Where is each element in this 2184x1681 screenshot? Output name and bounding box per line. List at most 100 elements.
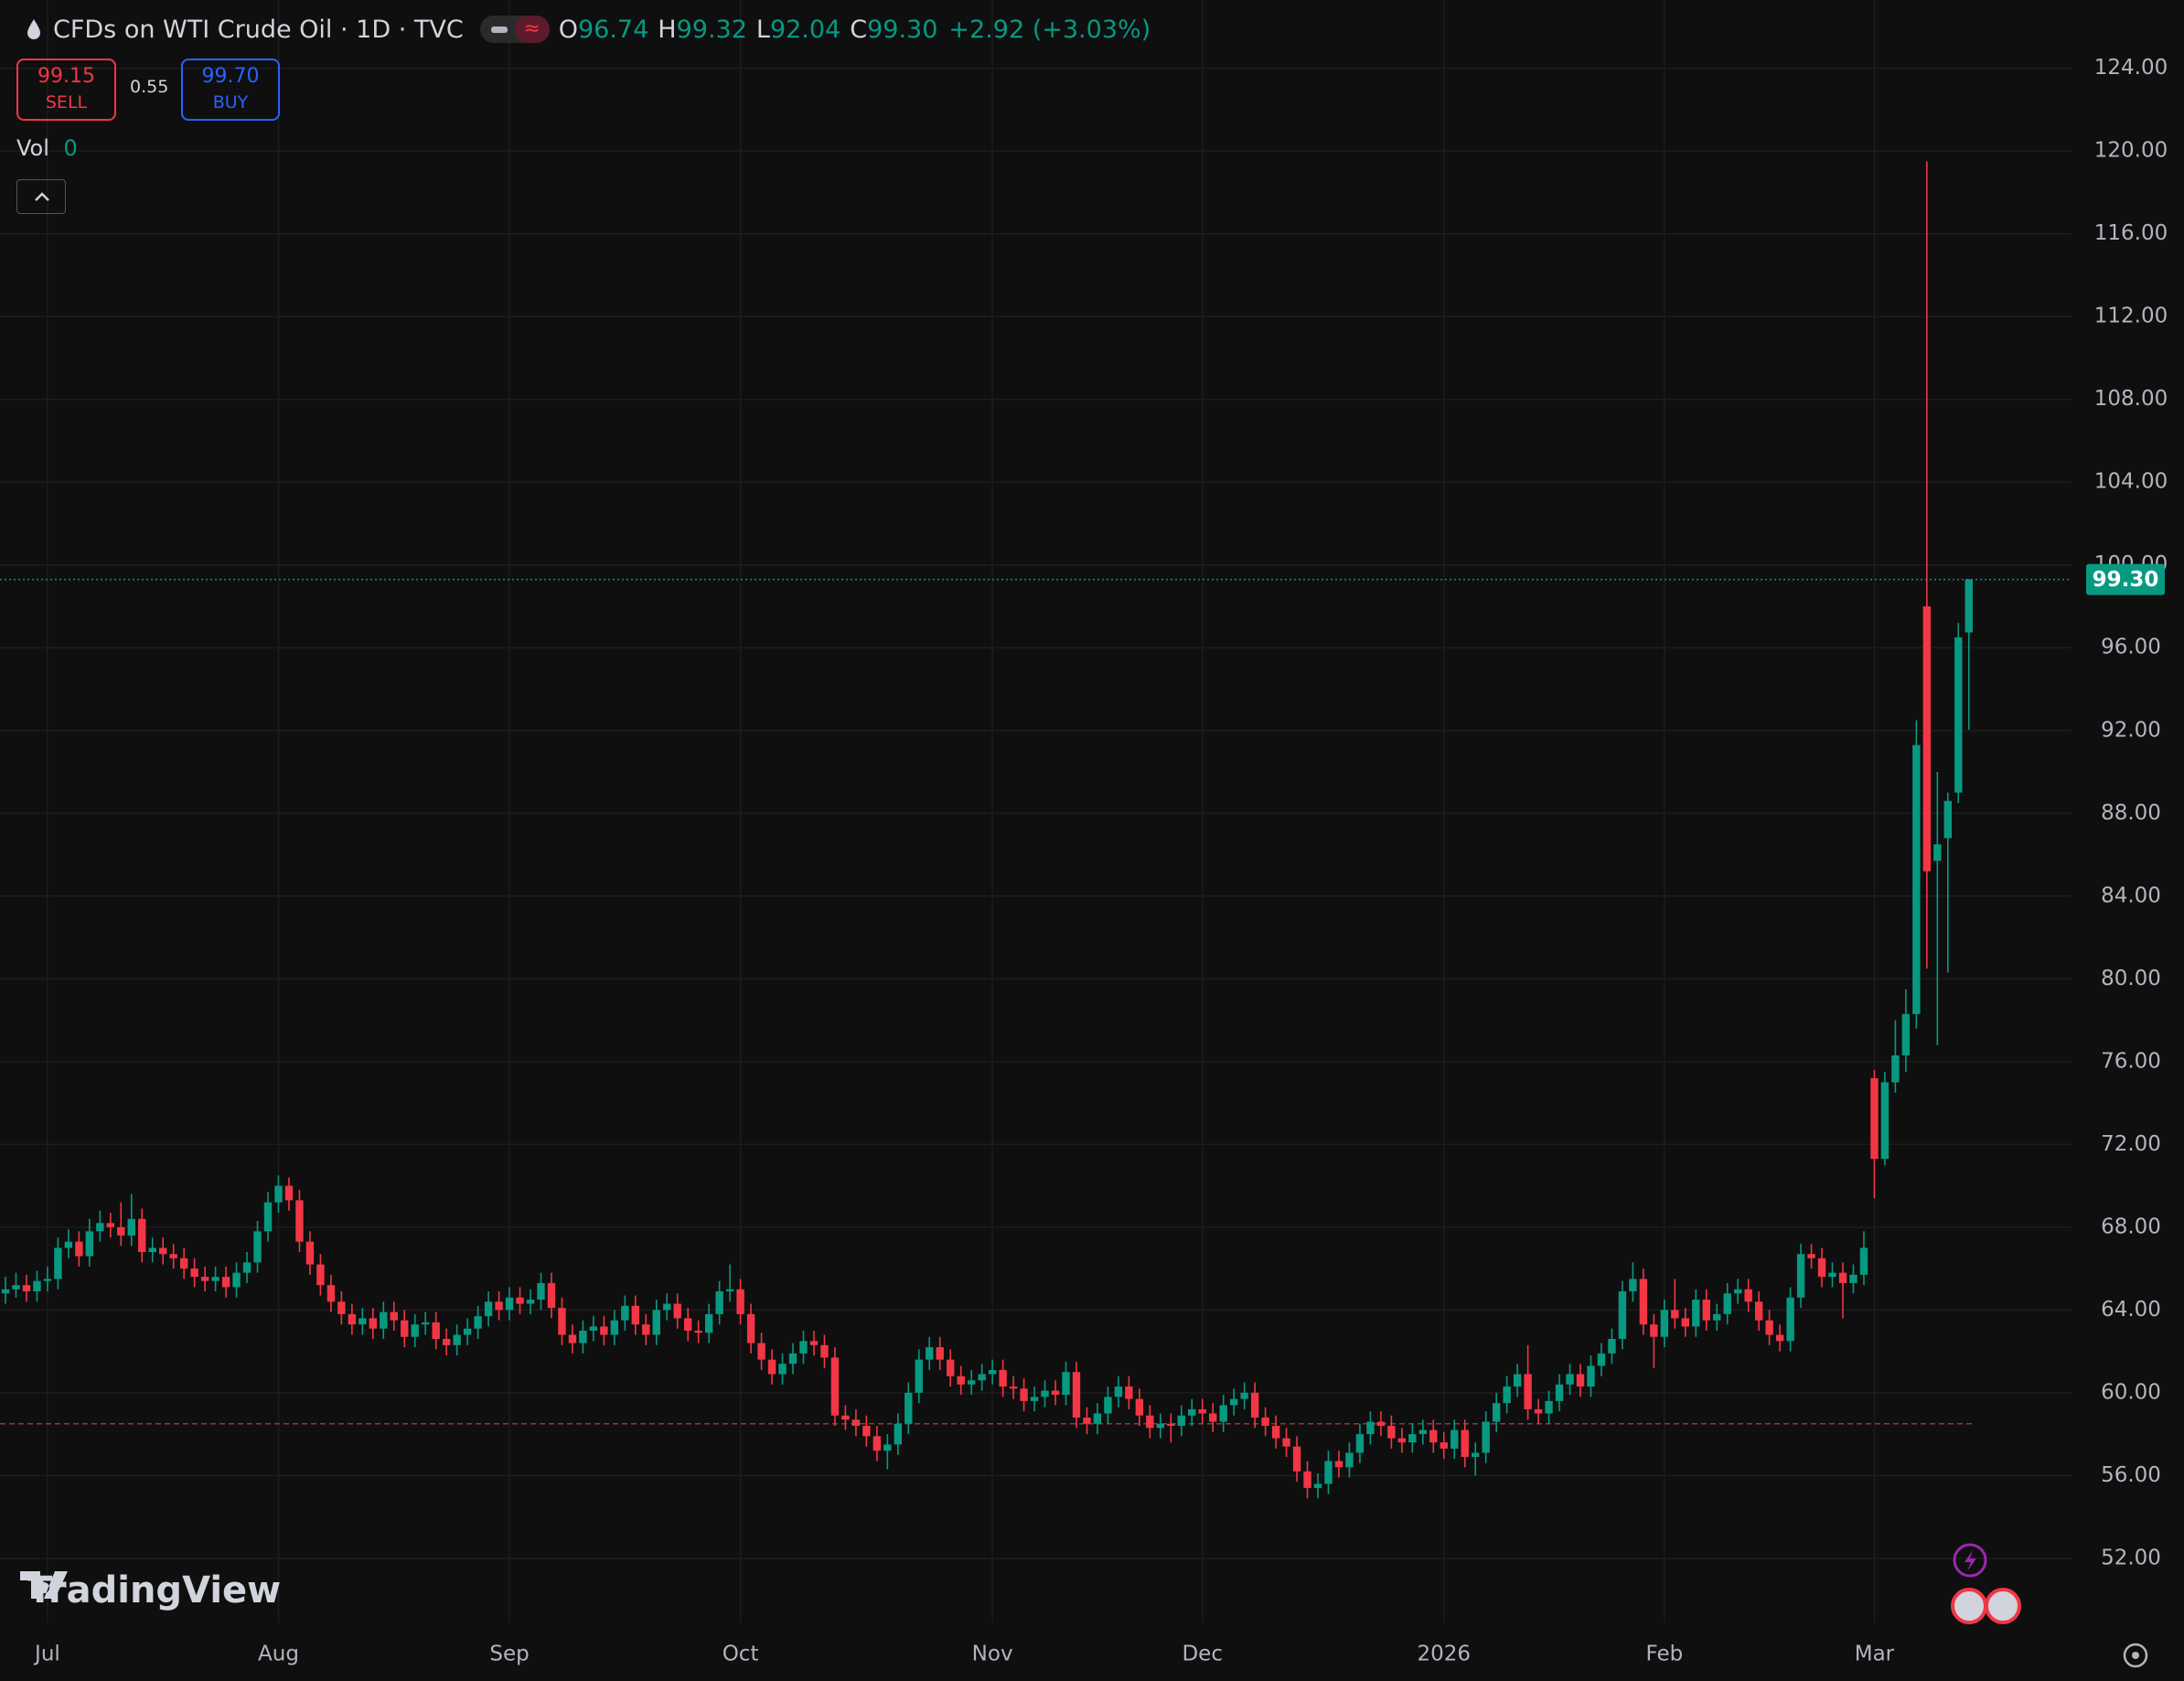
candle-body [1167, 1423, 1175, 1427]
candle-body [1796, 1254, 1805, 1298]
candle-body [746, 1313, 755, 1344]
low-label: L [755, 15, 770, 44]
candle-body [999, 1369, 1007, 1387]
symbol-title: CFDs on WTI Crude Oil · 1D · TVC [53, 15, 464, 44]
volume-value: 0 [63, 135, 78, 161]
event-icons[interactable] [1939, 1536, 2049, 1637]
candle-body [463, 1328, 472, 1335]
candle-body [1671, 1310, 1679, 1319]
candle-body [1587, 1365, 1595, 1387]
candle-body [1566, 1374, 1574, 1385]
buy-label: BUY [212, 92, 249, 112]
open-label: O [558, 15, 578, 44]
candle-body [22, 1285, 31, 1291]
collapse-button[interactable] [16, 179, 66, 214]
candle-body [148, 1247, 156, 1252]
x-tick-label: 2026 [1417, 1643, 1471, 1666]
candle-body [1451, 1429, 1459, 1449]
x-tick-label: Dec [1182, 1643, 1223, 1666]
candle-body [380, 1312, 388, 1329]
candle-body [1271, 1426, 1280, 1439]
candle-body [411, 1324, 419, 1337]
candle-body [401, 1320, 409, 1337]
candle-body [568, 1334, 577, 1344]
candle-body [841, 1415, 850, 1420]
candle-body [221, 1277, 230, 1288]
candle-body [715, 1290, 723, 1314]
candle-body [1891, 1055, 1900, 1083]
candle-body [474, 1316, 482, 1329]
y-tick-label: 52.00 [2101, 1546, 2161, 1569]
y-tick-label: 80.00 [2101, 967, 2161, 990]
candle-body [1366, 1421, 1375, 1435]
candle-body [1576, 1374, 1585, 1387]
candle-body [1334, 1461, 1344, 1468]
y-tick-label: 116.00 [2094, 221, 2168, 245]
candle-body [1125, 1387, 1133, 1399]
candle-body [1177, 1415, 1185, 1427]
y-tick-label: 92.00 [2101, 718, 2161, 742]
brand-name: TradingView [27, 1569, 282, 1611]
y-tick-label: 56.00 [2101, 1463, 2161, 1487]
candle-body [232, 1272, 241, 1288]
y-tick-label: 84.00 [2101, 883, 2161, 907]
candle-body [1922, 605, 1932, 872]
y-tick-label: 96.00 [2101, 636, 2161, 659]
candle-body [1524, 1374, 1532, 1409]
candle-body [305, 1241, 315, 1265]
status-toggle[interactable]: ≈ [479, 16, 550, 43]
candle-body [1, 1289, 10, 1294]
candle-body [1639, 1279, 1648, 1325]
candle-body [1838, 1272, 1847, 1283]
candle-body [704, 1313, 713, 1333]
candle-body [873, 1436, 882, 1451]
close-value: 99.30 [867, 15, 938, 44]
y-tick-label: 68.00 [2101, 1215, 2161, 1238]
candle-body [1324, 1461, 1333, 1484]
candle-body [138, 1218, 146, 1252]
candle-body [1461, 1429, 1469, 1457]
candle-body [1618, 1290, 1627, 1340]
candle-body [327, 1285, 336, 1302]
candle-body [211, 1277, 219, 1281]
candle-body [1303, 1471, 1311, 1488]
y-tick-label: 64.00 [2101, 1298, 2161, 1322]
open-value: 96.74 [577, 15, 649, 44]
candle-body [820, 1344, 829, 1358]
candle-body [673, 1303, 681, 1319]
candle-body [767, 1359, 776, 1375]
candle-body [1261, 1417, 1269, 1427]
candle-body [442, 1339, 451, 1345]
candle-body [1250, 1392, 1259, 1418]
candle-body [169, 1254, 177, 1258]
candle-body [1472, 1452, 1480, 1457]
candle-body [284, 1185, 294, 1201]
candle-body [757, 1343, 765, 1360]
x-tick-label: Mar [1855, 1643, 1895, 1666]
volume-label: Vol [16, 135, 49, 161]
candle-body [1503, 1387, 1511, 1404]
candle-body [725, 1289, 734, 1291]
candle-body [85, 1231, 94, 1257]
candle-body [1376, 1421, 1386, 1427]
candle-body [1775, 1334, 1784, 1342]
candle-body [1387, 1426, 1396, 1439]
candle-body [894, 1423, 902, 1445]
candle-body [1313, 1483, 1322, 1488]
settings-icon[interactable] [2117, 1637, 2154, 1674]
candle-body [1692, 1300, 1700, 1327]
candle-body [883, 1444, 892, 1451]
last-price-box [2086, 563, 2165, 595]
candle-body [432, 1322, 440, 1340]
candle-body [295, 1200, 304, 1242]
chevron-icon [35, 192, 49, 201]
sell-label: SELL [45, 92, 88, 112]
candle-body [1188, 1408, 1196, 1416]
candle-body [390, 1312, 398, 1321]
sell-button[interactable]: 99.15 SELL [16, 59, 116, 121]
candle-body [1282, 1438, 1290, 1447]
candle-body [1198, 1408, 1206, 1414]
candle-body [274, 1185, 283, 1203]
buy-button[interactable]: 99.70 BUY [181, 59, 280, 121]
